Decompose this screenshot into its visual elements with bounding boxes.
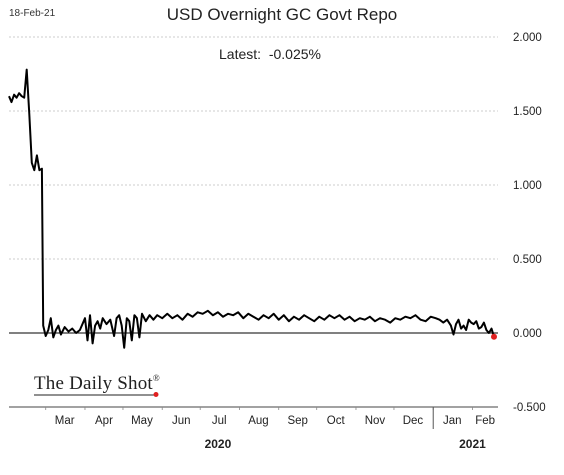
- x-tick-label: Oct: [327, 415, 346, 427]
- latest-value-annotation: Latest: -0.025%: [150, 46, 390, 62]
- daily-shot-logo: The Daily Shot®: [34, 373, 160, 395]
- y-tick-label: 1.000: [513, 180, 542, 192]
- y-tick-label: 0.500: [513, 254, 542, 266]
- latest-value: -0.025%: [268, 46, 321, 62]
- x-tick-label: Nov: [365, 415, 386, 427]
- y-tick-label: 2.000: [513, 32, 542, 44]
- latest-label: Latest:: [219, 46, 262, 62]
- chart-title: USD Overnight GC Govt Repo: [166, 5, 398, 24]
- x-tick-label: Dec: [403, 415, 424, 427]
- x-tick-label: Feb: [475, 415, 495, 427]
- date-stamp: 18-Feb-21: [9, 8, 56, 19]
- x-tick-label: Sep: [287, 415, 307, 427]
- y-tick-label: 1.500: [513, 106, 542, 118]
- registered-mark: ®: [152, 373, 160, 383]
- y-tick-label: 0.000: [513, 328, 542, 340]
- x-tick-label: Apr: [95, 415, 113, 427]
- daily-shot-logo-text: The Daily Shot: [34, 373, 153, 394]
- x-tick-label: May: [131, 415, 153, 427]
- x-tick-label: Jun: [172, 415, 191, 427]
- x-tick-label: Mar: [55, 415, 75, 427]
- x-tick-label: Aug: [248, 415, 268, 427]
- latest-point-marker: [491, 333, 497, 340]
- x-tick-label: Jul: [212, 415, 227, 427]
- year-label: 2021: [459, 437, 486, 451]
- series-line: [8, 68, 495, 349]
- y-tick-label: -0.500: [513, 402, 546, 414]
- logo-dot: [153, 392, 159, 397]
- year-label: 2020: [205, 437, 232, 451]
- x-tick-label: Jan: [443, 415, 462, 427]
